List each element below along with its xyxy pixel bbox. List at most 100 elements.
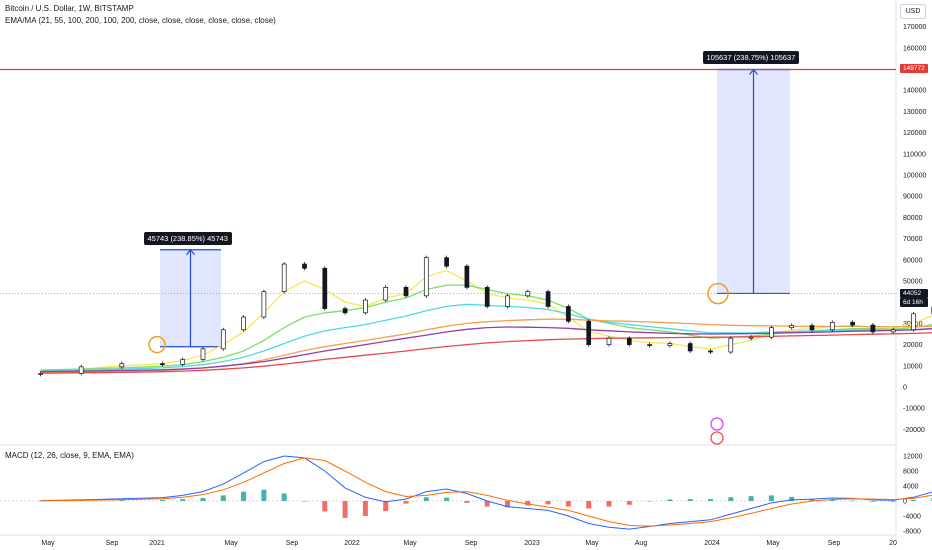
event-icon-bolt [710,417,724,431]
macd-hist-bar [708,499,713,501]
time-tick-label: 2021 [149,540,165,547]
macd-hist-bar [119,500,125,501]
macd-legend[interactable]: MACD (12, 26, close, 9, EMA, EMA) [5,451,134,460]
current-price-tag: 44052 [900,288,928,298]
macd-hist-bar [241,491,247,501]
price-tick-label: -10000 [903,406,925,413]
time-tick-label: Sep [106,540,119,547]
signal-line [40,457,932,527]
measure-arrowhead [186,248,195,256]
price-tick-label: 140000 [903,88,926,95]
macd-hist-bar [484,501,490,507]
candle-body [606,337,612,345]
candle-body [363,299,368,314]
macd-hist-bar [200,498,206,501]
time-tick-label: May [585,540,599,547]
macd-hist-bar [667,499,673,501]
highlight-circle-2024 [707,282,729,305]
macd-line [40,455,932,530]
price-tick-label: 110000 [903,151,926,158]
time-tick-label: May [403,540,417,547]
macd-tick-label: 12000 [903,454,923,461]
candle-body [505,295,510,307]
candle-body [78,366,84,374]
macd-hist-bar [565,501,571,507]
time-tick-label: May [224,540,238,547]
candle-body [890,329,896,333]
time-tick-label: 2024 [704,540,720,547]
macd-hist-bar [261,489,267,501]
candle-body [484,287,490,307]
macd-hist-bar [647,501,653,502]
highlight-circle-2020 [148,335,166,354]
candle-body [789,325,795,328]
candle-body [383,287,389,301]
ma-line-2 [40,284,932,371]
macd-hist-bar [870,501,876,502]
candle-body [180,359,186,365]
candle-body [566,306,571,322]
macd-hist-bar [789,496,795,501]
macd-hist-bar [220,495,226,501]
macd-hist-bar [850,500,856,502]
candle-body [119,363,125,368]
candle-body [850,321,855,326]
candle-body [809,325,815,331]
macd-hist-bar [606,501,612,507]
price-tick-label: 70000 [903,236,923,243]
price-tick-label: 100000 [903,173,926,180]
ma-line-3 [40,303,932,372]
price-tick-label: -20000 [903,427,925,434]
price-tick-label: 10000 [903,363,923,370]
price-tick-label: 0 [903,385,907,392]
time-tick-label: 2022 [344,540,360,547]
candle-body [748,336,754,339]
candle-body [444,257,449,267]
currency-unit-button[interactable]: USD [900,4,926,19]
price-tick-label: 60000 [903,257,923,264]
price-tick-label: 170000 [903,24,926,31]
macd-hist-bar [383,501,389,512]
candle-body [281,263,287,292]
time-tick-label: May [766,540,780,547]
macd-hist-bar [687,499,693,501]
candle-body [160,363,165,366]
macd-hist-bar [768,495,774,501]
candle-body [342,308,348,314]
macd-tick-label: -4000 [903,514,921,521]
ma-line-5 [40,326,932,373]
macd-hist-bar [403,501,409,504]
macd-hist-bar [362,501,368,516]
macd-hist-bar [464,501,470,503]
candle-body [769,327,774,338]
time-tick-label: Sep [465,540,478,547]
candle-body [261,291,267,318]
macd-hist-bar [180,499,186,501]
measure-label-2021: 45743 (238.85%) 45743 [143,231,232,245]
indicator-legend[interactable]: EMA/MA (21, 55, 100, 200, 100, 200, clos… [5,16,276,25]
macd-hist-bar [444,497,450,501]
measure-label-2024: 105637 (238.75%) 105637 [702,51,800,65]
candle-body [829,321,835,331]
macd-hist-bar [302,501,307,502]
time-tick-label: Aug [635,540,648,547]
price-tick-label: 20000 [903,342,923,349]
macd-hist-bar [911,499,916,501]
macd-hist-bar [626,501,632,505]
symbol-title[interactable]: Bitcoin / U.S. Dollar, 1W, BITSTAMP [5,4,134,13]
time-tick-label: 20 [889,540,897,547]
macd-hist-bar [505,501,510,508]
time-tick-label: Sep [828,540,841,547]
candle-body [525,291,531,297]
countdown-tag: 6d 16h [900,297,928,307]
ma-line-6 [40,332,932,374]
price-tick-label: 80000 [903,215,923,222]
macd-hist-bar [728,497,734,501]
candle-body [322,267,328,309]
macd-hist-bar [38,500,44,502]
time-tick-label: May [41,540,55,547]
macd-hist-bar [829,499,835,501]
time-tick-label: 2023 [524,540,540,547]
macd-hist-bar [281,493,287,501]
